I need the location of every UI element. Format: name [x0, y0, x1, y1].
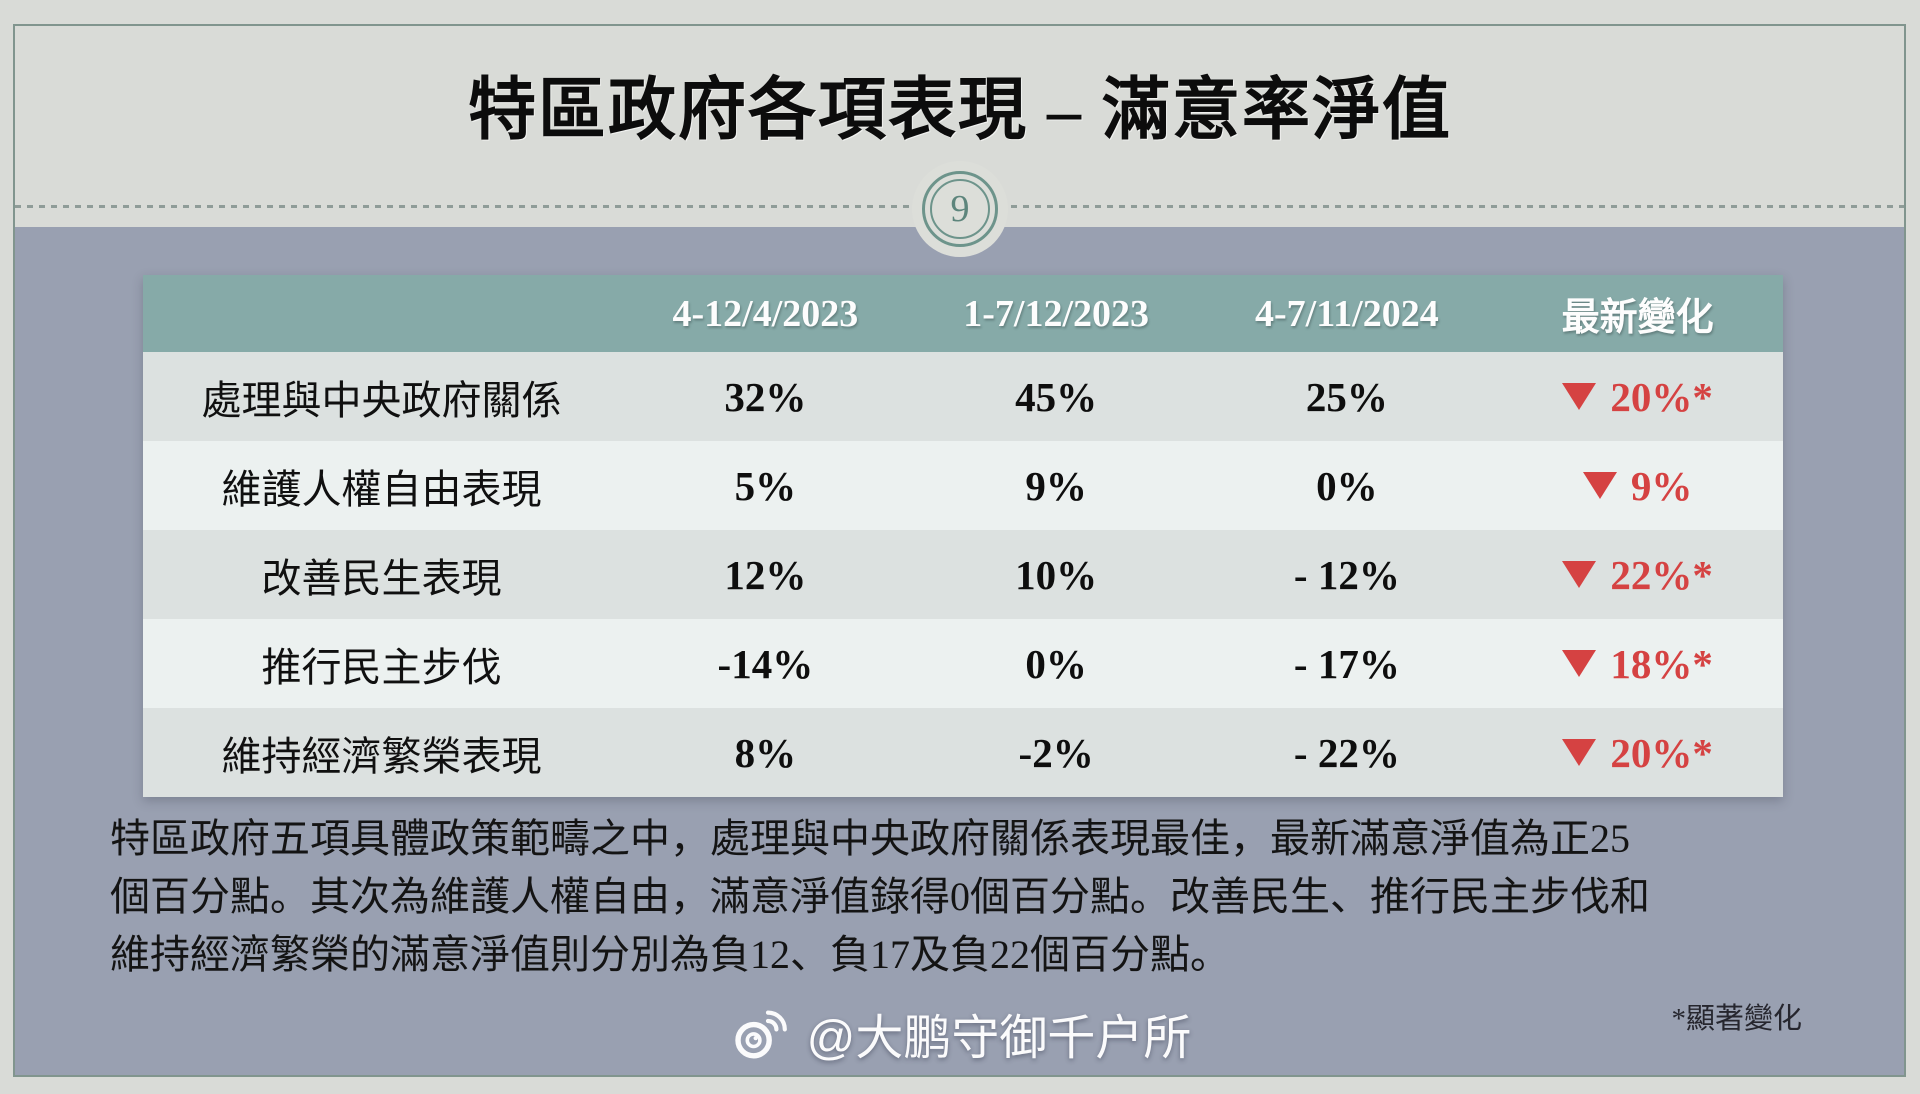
cell-value: 0%	[1316, 462, 1378, 509]
change-cell: 9%	[1492, 441, 1783, 530]
cell-value: 0%	[1025, 640, 1087, 687]
down-arrow-icon	[1582, 472, 1617, 499]
cell-value: 5%	[734, 462, 797, 509]
table-row: 推行民主步伐 -14% 0% - 17% 18%*	[143, 619, 1783, 708]
change-value: 22%*	[1610, 551, 1713, 598]
cell-value: -2%	[1018, 729, 1094, 776]
change-value: 9%	[1630, 462, 1693, 509]
watermark-handle: @大鹏守御千户所	[806, 1012, 1192, 1065]
change-cell: 20%*	[1492, 352, 1783, 441]
cell-value: 10%	[1015, 551, 1098, 598]
row-label: 處理與中央政府關係	[201, 377, 562, 423]
cell-value: -14%	[717, 640, 814, 687]
cell-value: - 17%	[1293, 640, 1400, 687]
header-cell-period2: 1-7/12/2023	[963, 292, 1150, 335]
down-arrow-icon	[1562, 561, 1597, 588]
summary-line: 個百分點。其次為維護人權自由，滿意淨值錄得0個百分點。改善民生、推行民主步伐和	[110, 874, 1650, 919]
table-row: 維持經濟繁榮表現 8% -2% - 22% 20%*	[143, 708, 1783, 797]
cell-value: 45%	[1015, 373, 1098, 420]
row-label: 維護人權自由表現	[221, 466, 542, 512]
cell-value: 8%	[734, 729, 797, 776]
change-value: 20%*	[1610, 373, 1713, 420]
cell-value: 9%	[1025, 462, 1087, 509]
header-cell-change: 最新變化	[1561, 297, 1714, 339]
change-cell: 18%*	[1492, 619, 1783, 708]
cell-value: - 22%	[1293, 729, 1400, 776]
watermark: @大鹏守御千户所	[0, 993, 1920, 1073]
table-row: 維護人權自由表現 5% 9% 0% 9%	[143, 441, 1783, 530]
header-cell-empty	[143, 275, 620, 352]
table-header-row: 4-12/4/2023 1-7/12/2023 4-7/11/2024 最新變化	[143, 275, 1783, 352]
summary-paragraph: 特區政府五項具體政策範疇之中，處理與中央政府關係表現最佳，最新滿意淨值為正25 …	[110, 810, 1820, 984]
down-arrow-icon	[1562, 650, 1597, 677]
down-arrow-icon	[1562, 383, 1597, 410]
table-row: 改善民生表現 12% 10% - 12% 22%*	[143, 530, 1783, 619]
significance-footnote: *顯著變化	[1671, 1003, 1802, 1035]
down-arrow-icon	[1562, 739, 1597, 766]
slide-frame	[13, 24, 1906, 1077]
table-row: 處理與中央政府關係 32% 45% 25% 20%*	[143, 352, 1783, 441]
change-value: 18%*	[1610, 640, 1713, 687]
summary-line: 維持經濟繁榮的滿意淨值則分別為負12、負17及負22個百分點。	[110, 932, 1230, 977]
cell-value: 25%	[1305, 373, 1388, 420]
header-cell-period3: 4-7/11/2024	[1255, 292, 1439, 335]
summary-line: 特區政府五項具體政策範疇之中，處理與中央政府關係表現最佳，最新滿意淨值為正25	[110, 816, 1630, 861]
weibo-icon	[734, 1010, 787, 1059]
row-label: 改善民生表現	[261, 555, 502, 601]
page-number: 9	[950, 188, 970, 230]
cell-value: - 12%	[1293, 551, 1400, 598]
row-label: 推行民主步伐	[261, 644, 502, 690]
page-number-badge: 9	[930, 179, 990, 239]
change-value: 20%*	[1610, 729, 1713, 776]
cell-value: 12%	[724, 551, 807, 598]
change-cell: 20%*	[1492, 708, 1783, 797]
page-title: 特區政府各項表現 – 滿意率淨值	[467, 72, 1452, 148]
change-cell: 22%*	[1492, 530, 1783, 619]
cell-value: 32%	[724, 373, 807, 420]
header-cell-period1: 4-12/4/2023	[672, 292, 859, 335]
satisfaction-table: 4-12/4/2023 1-7/12/2023 4-7/11/2024 最新變化…	[143, 275, 1783, 797]
row-label: 維持經濟繁榮表現	[221, 733, 542, 779]
